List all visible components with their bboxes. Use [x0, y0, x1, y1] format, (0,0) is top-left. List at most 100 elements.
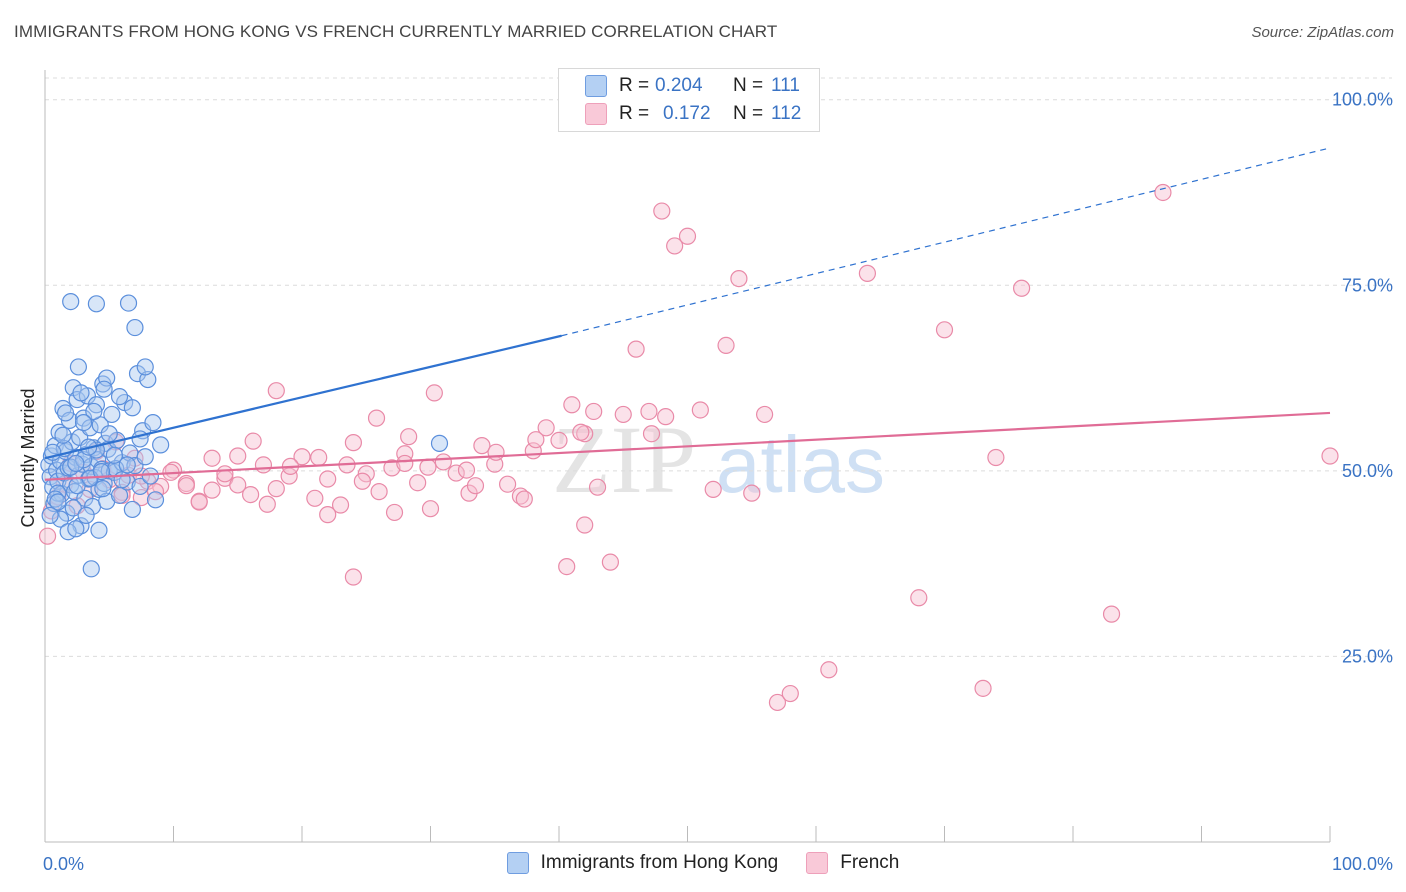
legend-n-label: N =: [733, 103, 764, 124]
scatter-point: [987, 448, 1005, 467]
scatter-point: [126, 318, 144, 337]
scatter-point: [203, 481, 221, 499]
scatter-point: [704, 480, 722, 499]
scatter-point: [614, 405, 632, 424]
scatter-point: [657, 408, 675, 426]
legend-n-value: 112: [771, 103, 802, 124]
scatter-point: [119, 294, 138, 312]
scatter-point: [515, 490, 533, 508]
scatter-point: [457, 461, 476, 479]
series-french: [38, 183, 1339, 712]
bottom-legend: Immigrants from Hong Kong French: [0, 852, 1406, 874]
scatter-point: [910, 589, 928, 607]
bottom-legend-swatch-blue: [506, 852, 529, 874]
source-label: Source: ZipAtlas.com: [1251, 24, 1394, 41]
scatter-point: [82, 560, 100, 578]
scatter-point: [653, 202, 671, 220]
scatter-point: [306, 489, 324, 507]
y-tick-label: 25.0%: [1342, 646, 1393, 666]
scatter-point: [678, 227, 697, 245]
x-tick-label: 0.0%: [43, 854, 84, 874]
grid-lines: [45, 77, 1392, 657]
y-tick-label: 100.0%: [1332, 90, 1393, 110]
scatter-point: [144, 413, 162, 432]
scatter-point: [331, 496, 350, 514]
trend-line-french: [44, 411, 1331, 481]
scatter-point: [717, 336, 735, 354]
scatter-point: [558, 558, 576, 576]
scatter-point: [1102, 605, 1121, 623]
legend-row-hong-kong: R = 0.204 N = 111: [585, 73, 800, 99]
legend-n-value: 111: [771, 75, 800, 96]
bottom-legend-item-french: French: [806, 852, 899, 874]
scatter-point: [666, 237, 684, 255]
watermark: ZIP atlas: [552, 406, 885, 513]
scatter-point: [527, 431, 545, 449]
scatter-point: [105, 446, 123, 464]
bottom-legend-item-hong-kong: Immigrants from Hong Kong: [506, 852, 778, 874]
scatter-point: [755, 405, 774, 424]
scatter-point: [118, 456, 136, 474]
trend-line-hong-kong: [44, 334, 562, 460]
scatter-point: [588, 478, 607, 496]
scatter-point: [781, 684, 799, 703]
scatter-point: [110, 388, 129, 406]
scatter-point: [499, 475, 517, 493]
scatter-point: [353, 472, 371, 490]
scatter-point: [136, 358, 154, 376]
scatter-point: [229, 447, 247, 465]
scatter-point: [242, 486, 260, 504]
legend-swatch-blue: [585, 75, 607, 97]
scatter-point: [90, 521, 108, 539]
scatter-point: [67, 520, 85, 538]
scatter-point: [131, 477, 149, 496]
scatter-point: [139, 370, 157, 389]
scatter-point: [585, 402, 603, 421]
scatter-point: [425, 384, 443, 402]
scatter-point: [344, 434, 362, 452]
scatter-point: [98, 369, 116, 387]
scatter-point: [434, 453, 452, 471]
y-axis-label: Currently Married: [18, 388, 38, 527]
x-tick-label: 100.0%: [1332, 854, 1393, 874]
scatter-point: [258, 495, 276, 513]
scatter-point: [627, 340, 645, 358]
scatter-point: [319, 506, 337, 524]
scatter-point: [537, 419, 555, 437]
scatter-point: [72, 384, 90, 402]
y-tick-label: 50.0%: [1342, 461, 1393, 481]
scatter-point: [87, 295, 106, 313]
scatter-point: [447, 464, 465, 482]
scatter-point: [383, 459, 401, 477]
legend-row-french: R = 0.172 N = 112: [585, 101, 801, 127]
scatter-point: [858, 264, 877, 282]
scatter-point: [69, 358, 88, 376]
scatter-point: [254, 456, 273, 474]
scatter-point: [385, 503, 404, 522]
scatter-point: [576, 516, 594, 534]
series-hong-kong: [40, 293, 449, 578]
scatter-point: [95, 380, 113, 398]
scatter-point: [244, 432, 262, 450]
scatter-point: [473, 437, 491, 455]
scatter-point: [177, 477, 195, 495]
scatter-point: [1154, 183, 1172, 202]
scatter-point: [820, 661, 838, 679]
trend-lines: [44, 147, 1331, 481]
scatter-point: [1321, 447, 1339, 465]
scatter-point: [601, 553, 620, 571]
scatter-point: [466, 477, 485, 495]
watermark-zip: ZIP: [552, 406, 696, 513]
legend-r-label: R =: [619, 75, 650, 96]
y-tick-label: 75.0%: [1342, 275, 1393, 295]
scatter-point: [64, 499, 82, 517]
scatter-point: [396, 454, 414, 473]
scatter-point: [487, 443, 505, 461]
scatter-point: [74, 409, 93, 427]
legend-r-value: 0.172: [663, 103, 711, 124]
scatter-point: [51, 510, 70, 528]
legend-n-label: N =: [733, 75, 764, 96]
scatter-point: [38, 527, 57, 545]
scatter-point: [572, 423, 590, 441]
